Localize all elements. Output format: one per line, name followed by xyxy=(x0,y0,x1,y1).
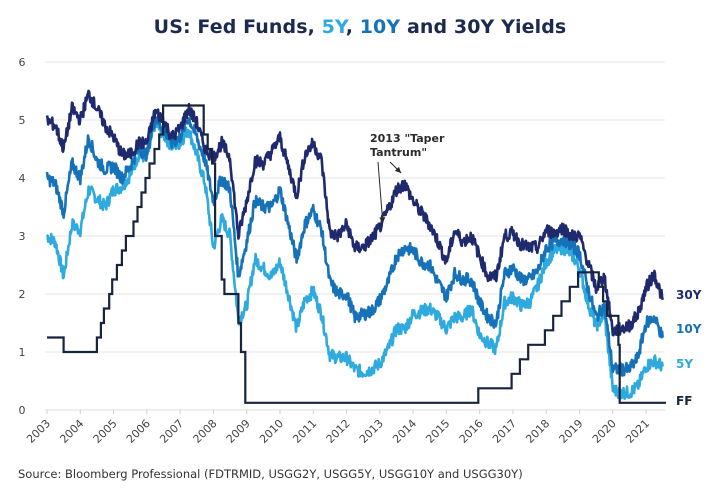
x-tick-label: 2012 xyxy=(324,417,353,446)
y-axis-ticks: 0 1 2 3 4 5 6 xyxy=(19,56,26,417)
x-tick-label: 2011 xyxy=(290,417,319,446)
x-tick-label: 2013 xyxy=(357,417,386,446)
x-tick-label: 2017 xyxy=(490,417,519,446)
annotation-arrow xyxy=(389,161,402,174)
x-tick-label: 2006 xyxy=(124,417,153,446)
end-labels: 30Y 10Y 5Y FF xyxy=(676,288,702,408)
title-10y: 10Y xyxy=(359,16,401,38)
x-tick-label: 2009 xyxy=(224,417,253,446)
x-tick-label: 2021 xyxy=(623,417,652,446)
annotation-line2: Tantrum" xyxy=(370,146,427,159)
x-tick-label: 2015 xyxy=(423,417,452,446)
y-tick-label: 3 xyxy=(19,230,26,243)
title-5y: 5Y xyxy=(321,16,346,38)
series-lines xyxy=(45,89,666,404)
y-tick-label: 1 xyxy=(19,346,26,359)
x-tick-label: 2016 xyxy=(457,417,486,446)
y-tick-label: 0 xyxy=(19,404,26,417)
series-line-5y xyxy=(46,115,664,400)
x-tick-label: 2020 xyxy=(590,417,619,446)
source-note: Source: Bloomberg Professional (FDTRMID,… xyxy=(18,467,523,481)
y-tick-label: 4 xyxy=(19,172,26,185)
annotation-arrow xyxy=(377,161,386,224)
end-label-5y: 5Y xyxy=(676,357,693,371)
title-sep: , xyxy=(345,16,360,38)
y-tick-label: 2 xyxy=(19,288,26,301)
y-tick-label: 5 xyxy=(19,114,26,127)
x-tick-label: 2008 xyxy=(191,417,220,446)
end-label-10y: 10Y xyxy=(676,322,702,336)
y-tick-label: 6 xyxy=(19,56,26,69)
x-tick-label: 2010 xyxy=(257,417,286,446)
x-tick-label: 2007 xyxy=(157,417,186,446)
x-tick-label: 2005 xyxy=(91,417,120,446)
end-label-30y: 30Y xyxy=(676,288,702,302)
x-tick-label: 2014 xyxy=(390,417,419,446)
x-axis-ticks: 2003 2004 2005 2006 2007 2008 2009 2010 2011 2012… xyxy=(24,410,652,446)
taper-tantrum-annotation: 2013 "Taper Tantrum" xyxy=(370,132,445,224)
chart-title: US: Fed Funds, 5Y, 10Y and 30Y Yields xyxy=(0,16,720,38)
end-label-ff: FF xyxy=(676,394,692,408)
series-line-30y xyxy=(45,89,664,337)
x-tick-label: 2003 xyxy=(24,417,53,446)
annotation-line1: 2013 "Taper xyxy=(370,132,445,145)
x-tick-label: 2019 xyxy=(557,417,586,446)
title-suffix: and 30Y Yields xyxy=(400,16,567,38)
x-tick-label: 2004 xyxy=(57,417,86,446)
series-line-ff xyxy=(47,104,666,404)
x-tick-label: 2018 xyxy=(523,417,552,446)
series-line-10y xyxy=(45,114,664,377)
title-prefix: US: Fed Funds, xyxy=(153,16,322,38)
